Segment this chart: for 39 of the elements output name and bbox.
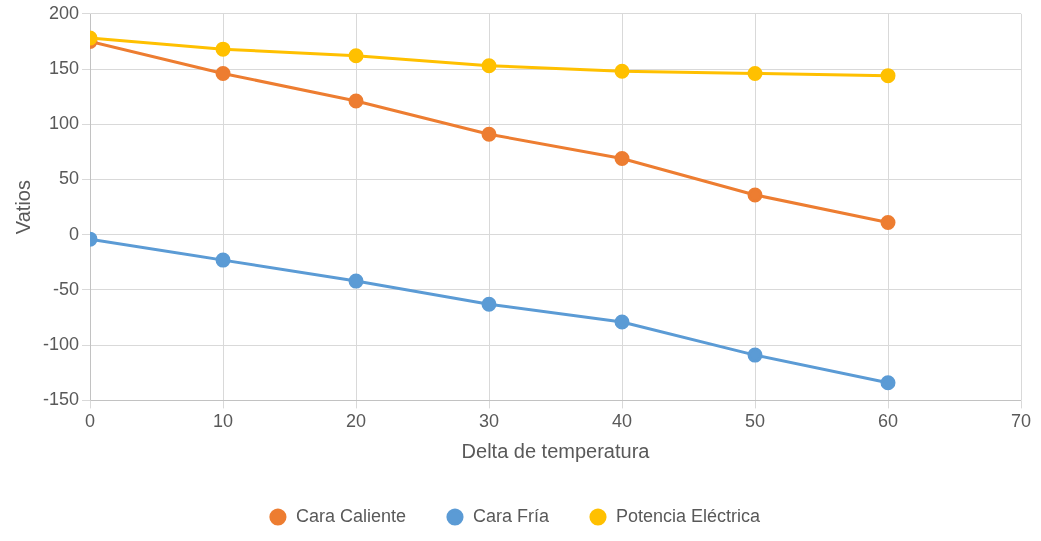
point bbox=[747, 187, 763, 203]
x-tick-label: 30 bbox=[479, 411, 500, 432]
x-tick-label: 10 bbox=[213, 411, 234, 432]
x-tick-label: 0 bbox=[85, 411, 96, 432]
point bbox=[348, 93, 364, 109]
point bbox=[614, 314, 630, 330]
point bbox=[614, 63, 630, 79]
y-tick-label: -150 bbox=[43, 389, 80, 410]
point bbox=[215, 65, 231, 81]
y-axis-title: Vatios bbox=[11, 180, 34, 235]
y-tick-label: 50 bbox=[59, 168, 80, 189]
y-tick-label: 0 bbox=[69, 223, 80, 244]
point bbox=[880, 215, 896, 231]
point bbox=[348, 273, 364, 289]
x-tick-label: 60 bbox=[877, 411, 899, 432]
point bbox=[880, 375, 896, 391]
point bbox=[481, 58, 497, 74]
x-tick-label: 70 bbox=[1010, 411, 1032, 432]
y-tick-label: 100 bbox=[48, 113, 80, 134]
point bbox=[481, 296, 497, 312]
point bbox=[614, 151, 630, 166]
x-tick-label: 20 bbox=[346, 411, 367, 432]
point bbox=[481, 126, 497, 142]
x-tick-label: 40 bbox=[612, 411, 633, 432]
point bbox=[215, 41, 231, 57]
point bbox=[747, 347, 763, 363]
y-tick-label: -50 bbox=[53, 278, 80, 299]
point bbox=[348, 48, 364, 64]
y-tick-label: 200 bbox=[48, 2, 80, 23]
legend-label: Cara Fría bbox=[472, 505, 550, 526]
legend-label: Cara Caliente bbox=[295, 505, 406, 526]
y-tick-label: 150 bbox=[48, 58, 80, 78]
x-axis-title: Delta de temperatura bbox=[461, 439, 651, 462]
point bbox=[747, 65, 763, 81]
point bbox=[880, 68, 896, 84]
x-tick-label: 50 bbox=[744, 411, 766, 432]
y-tick-label: -100 bbox=[43, 334, 80, 355]
legend-label: Potencia Eléctrica bbox=[616, 505, 762, 526]
point bbox=[215, 252, 231, 268]
